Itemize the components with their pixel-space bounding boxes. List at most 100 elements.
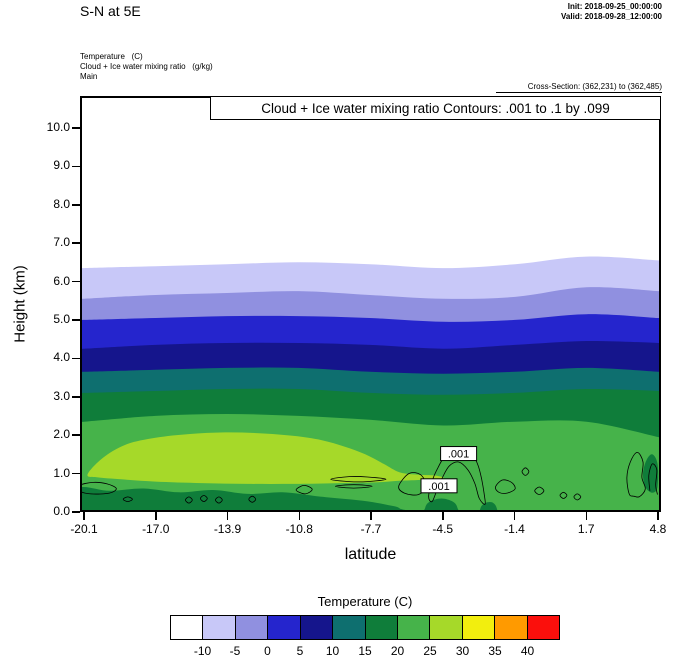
field-list: Temperature (C) Cloud + Ice water mixing…	[80, 52, 213, 82]
warm-band-patch	[87, 432, 444, 484]
contour-label-text-1: .001	[428, 481, 449, 493]
cloud-contour-17	[648, 463, 658, 495]
colorbar-tick-label: 5	[296, 644, 304, 658]
y-tick-label: 0.0	[53, 504, 70, 518]
x-tick-mark	[442, 512, 444, 520]
x-tick-label: 1.7	[577, 522, 595, 536]
y-tick-label: 2.0	[53, 427, 70, 442]
x-tick-label: -20.1	[70, 522, 98, 536]
y-tick-mark	[72, 472, 80, 475]
cross-section-note: Cross-Section: (362,231) to (362,485)	[527, 82, 662, 91]
colorbar-tick-label: 15	[358, 644, 372, 658]
cloud-contour-15	[573, 493, 582, 501]
x-tick-mark	[370, 512, 372, 520]
y-tick-label: 8.0	[53, 196, 70, 211]
y-tick-label: 3.0	[53, 388, 70, 403]
plot-area: .001 .001 Cloud + Ice water mixing ratio …	[80, 96, 661, 512]
y-tick-label: 4.0	[53, 350, 70, 365]
cloud-contour-4	[214, 496, 223, 504]
x-tick-mark	[155, 512, 157, 520]
cloud-contour-11	[494, 479, 516, 494]
cloud-contour-1	[122, 496, 133, 503]
x-tick-label: -7.7	[360, 522, 382, 536]
colorbar-tick-label: -5	[229, 644, 241, 658]
x-tick-mark	[226, 512, 229, 520]
y-tick-label: 10.0	[46, 120, 70, 134]
colorbar-tick-label: 30	[455, 644, 470, 658]
y-axis-label: Height (km)	[11, 265, 29, 343]
colorbar-tick-label: 20	[390, 644, 405, 658]
x-tick-mark	[513, 512, 516, 520]
field-temperature: Temperature (C)	[80, 52, 143, 61]
y-tick-mark	[72, 511, 80, 513]
y-tick-label: 6.0	[53, 273, 70, 288]
cloud-contour-7	[330, 476, 387, 483]
colorbar-tick-label: 10	[325, 644, 340, 658]
x-tick-label: -13.9	[213, 522, 242, 536]
y-tick-mark	[72, 319, 80, 321]
colorbar-cell-3	[267, 615, 301, 640]
colorbar-cell-6	[364, 615, 398, 640]
y-tick-mark	[72, 434, 80, 436]
field-domain: Main	[80, 72, 98, 81]
field-cloud-ice-ratio: Cloud + Ice water mixing ratio (g/kg)	[80, 62, 213, 71]
cloud-contour-13	[534, 486, 545, 496]
init-time: Init: 2018-09-25_00:00:00	[567, 2, 662, 11]
x-tick-label: -17.0	[142, 522, 170, 536]
colorbar-tick-label: 35	[488, 644, 502, 658]
colorbar-cell-8	[429, 615, 463, 640]
colorbar-title: Temperature (C)	[317, 594, 413, 609]
y-tick-mark	[72, 204, 80, 206]
colorbar	[170, 615, 561, 640]
x-tick-label: 4.8	[649, 522, 667, 536]
cloud-contour-16	[626, 451, 646, 498]
y-tick-mark	[72, 396, 80, 398]
colorbar-cell-11	[526, 615, 561, 640]
y-tick-label: 1.0	[53, 465, 70, 480]
y-tick-label: 7.0	[53, 235, 70, 250]
y-tick-label: 9.0	[53, 158, 70, 173]
contour-label-box-0	[440, 446, 478, 462]
colorbar-tick-label: 40	[520, 644, 535, 658]
cross-section-canvas: .001 .001	[82, 98, 659, 510]
surface-cool-patch-0	[82, 486, 406, 510]
cloud-contour-12	[521, 467, 530, 476]
x-tick-mark	[585, 512, 587, 520]
colorbar-cell-0	[170, 615, 204, 640]
x-tick-label: -4.5	[432, 522, 454, 536]
cloud-contour-0	[82, 481, 117, 495]
y-tick-mark	[72, 280, 80, 283]
colorbar-tick-label: -10	[193, 644, 212, 658]
contour-info-box: Cloud + Ice water mixing ratio Contours:…	[210, 96, 661, 120]
colorbar-cell-5	[332, 615, 366, 640]
colorbar-cell-4	[299, 615, 334, 640]
cloud-contour-3	[199, 494, 208, 503]
model-times: Init: 2018-09-25_00:00:00 Valid: 2018-09…	[561, 2, 662, 22]
x-tick-label: -1.4	[504, 522, 525, 536]
contour-label-box-1	[420, 478, 458, 494]
y-tick-label: 5.0	[53, 312, 70, 326]
colorbar-labels: -10 -5 0 5 10 15 20 25 30 35 40	[170, 644, 560, 658]
y-tick-mark	[72, 242, 80, 244]
colorbar-cell-2	[234, 615, 269, 640]
x-tick-label: -10.8	[285, 522, 313, 536]
y-tick-mark	[72, 357, 80, 360]
colorbar-cell-7	[396, 615, 431, 640]
cloud-contour-2	[184, 496, 193, 504]
y-tick-mark	[72, 165, 80, 168]
colorbar-cell-1	[202, 615, 236, 640]
colorbar-tick-label: 25	[423, 644, 437, 658]
cloud-contour-6	[295, 484, 313, 495]
colorbar-tick-label: 0	[264, 644, 271, 658]
surface-cool-patch-3	[642, 454, 659, 493]
page-title: S-N at 5E	[80, 3, 141, 19]
cloud-contour-5	[248, 495, 257, 503]
cloud-contour-8	[334, 484, 373, 489]
x-axis-label: latitude	[344, 546, 397, 563]
cloud-contour-14	[559, 491, 568, 499]
colorbar-cell-10	[494, 615, 528, 640]
y-tick-mark	[72, 127, 80, 129]
x-tick-mark	[83, 512, 85, 520]
cross-section-rule	[496, 92, 662, 93]
colorbar-cell-9	[461, 615, 496, 640]
